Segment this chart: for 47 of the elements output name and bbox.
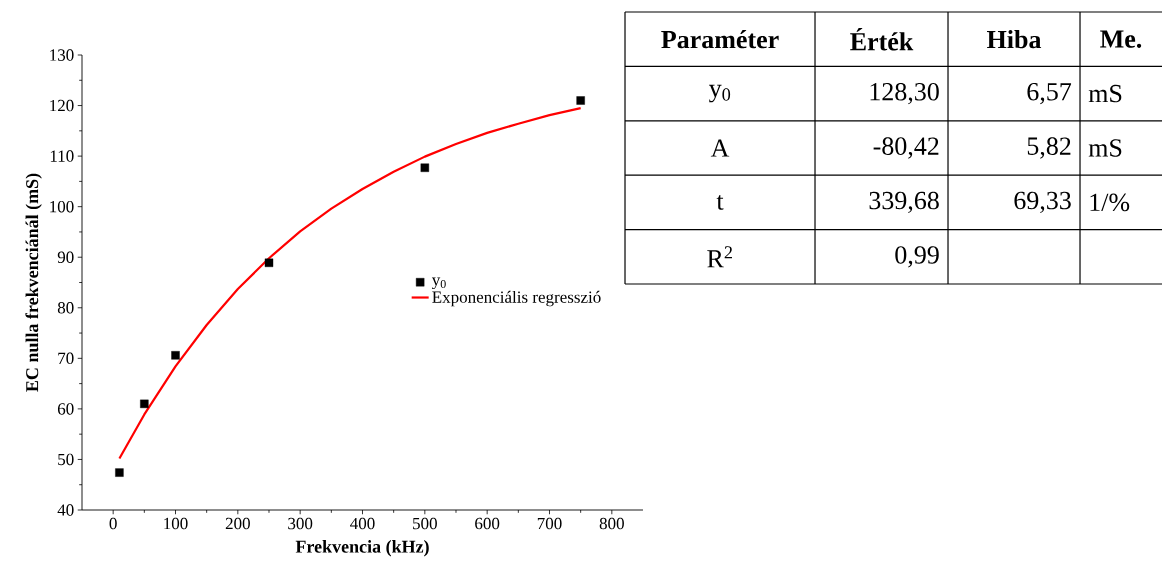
text: Hiba — [987, 30, 1042, 49]
x-tick-label: 800 — [599, 517, 624, 530]
x-tick-label: 500 — [413, 517, 437, 530]
text: 1/% — [1090, 193, 1130, 212]
text: y$_{0}$ — [709, 84, 731, 103]
text: Paraméter — [661, 30, 779, 49]
y-tick-label: 100 — [50, 200, 74, 213]
point — [140, 399, 149, 409]
x-tick-label: 0 — [109, 517, 117, 530]
y-tick-label: 40 — [57, 504, 74, 516]
text: 128,30 — [870, 82, 939, 105]
y-tick-label: 110 — [50, 150, 74, 162]
point — [264, 258, 274, 267]
text: 69,33 — [1014, 191, 1071, 213]
y-tick-label: 120 — [50, 99, 74, 112]
text: A — [710, 139, 730, 157]
point — [171, 351, 180, 360]
x-tick-label: 200 — [225, 517, 250, 530]
x-axis-title: Frekvencia (kHz) — [295, 540, 429, 557]
text: mS — [1088, 139, 1122, 157]
legend-label: y$_{0}$ — [431, 277, 446, 290]
x-tick-label: 100 — [164, 517, 188, 530]
y-tick-label: 50 — [58, 453, 74, 466]
point — [420, 163, 430, 172]
text: 6,57 — [1027, 82, 1072, 105]
text: 0,99 — [895, 246, 939, 268]
text: Me. — [1100, 30, 1142, 48]
y-tick-label: 90 — [57, 251, 74, 263]
text: t — [716, 194, 724, 210]
y-tick-label: 80 — [57, 302, 74, 314]
text: R$^{2}$ — [707, 246, 732, 268]
text: -80,42 — [873, 137, 939, 159]
text: mS — [1088, 84, 1122, 103]
text: 5,82 — [1027, 137, 1071, 159]
point — [115, 468, 124, 477]
x-tick-label: 600 — [475, 517, 500, 530]
y-tick-label: 130 — [50, 49, 74, 61]
x-tick-label: 300 — [288, 517, 313, 530]
point — [576, 96, 585, 105]
y-tick-label: 60 — [57, 403, 74, 415]
text: 339,68 — [869, 191, 939, 214]
y-axis-title: EC nulla frekvenciánál (mS) — [25, 173, 42, 392]
x-tick-label: 400 — [350, 517, 375, 530]
x-tick-label: 700 — [537, 517, 562, 530]
y-tick-label: 70 — [58, 352, 74, 365]
text: Érték — [850, 27, 914, 51]
legend-label: Exponenciális regresszió — [432, 290, 601, 307]
